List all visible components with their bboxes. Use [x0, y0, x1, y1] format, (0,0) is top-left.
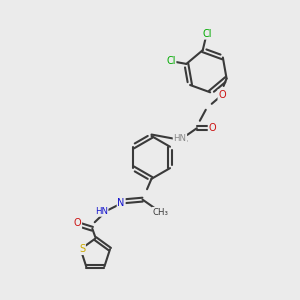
- Text: O: O: [74, 218, 81, 228]
- Text: O: O: [208, 123, 216, 133]
- Text: Cl: Cl: [166, 56, 176, 66]
- Text: O: O: [218, 90, 226, 100]
- Text: Cl: Cl: [202, 29, 212, 39]
- Text: HN: HN: [95, 207, 108, 216]
- Text: HN: HN: [173, 134, 186, 143]
- Text: S: S: [79, 244, 85, 254]
- Text: N: N: [118, 198, 125, 208]
- Text: CH₃: CH₃: [152, 208, 168, 217]
